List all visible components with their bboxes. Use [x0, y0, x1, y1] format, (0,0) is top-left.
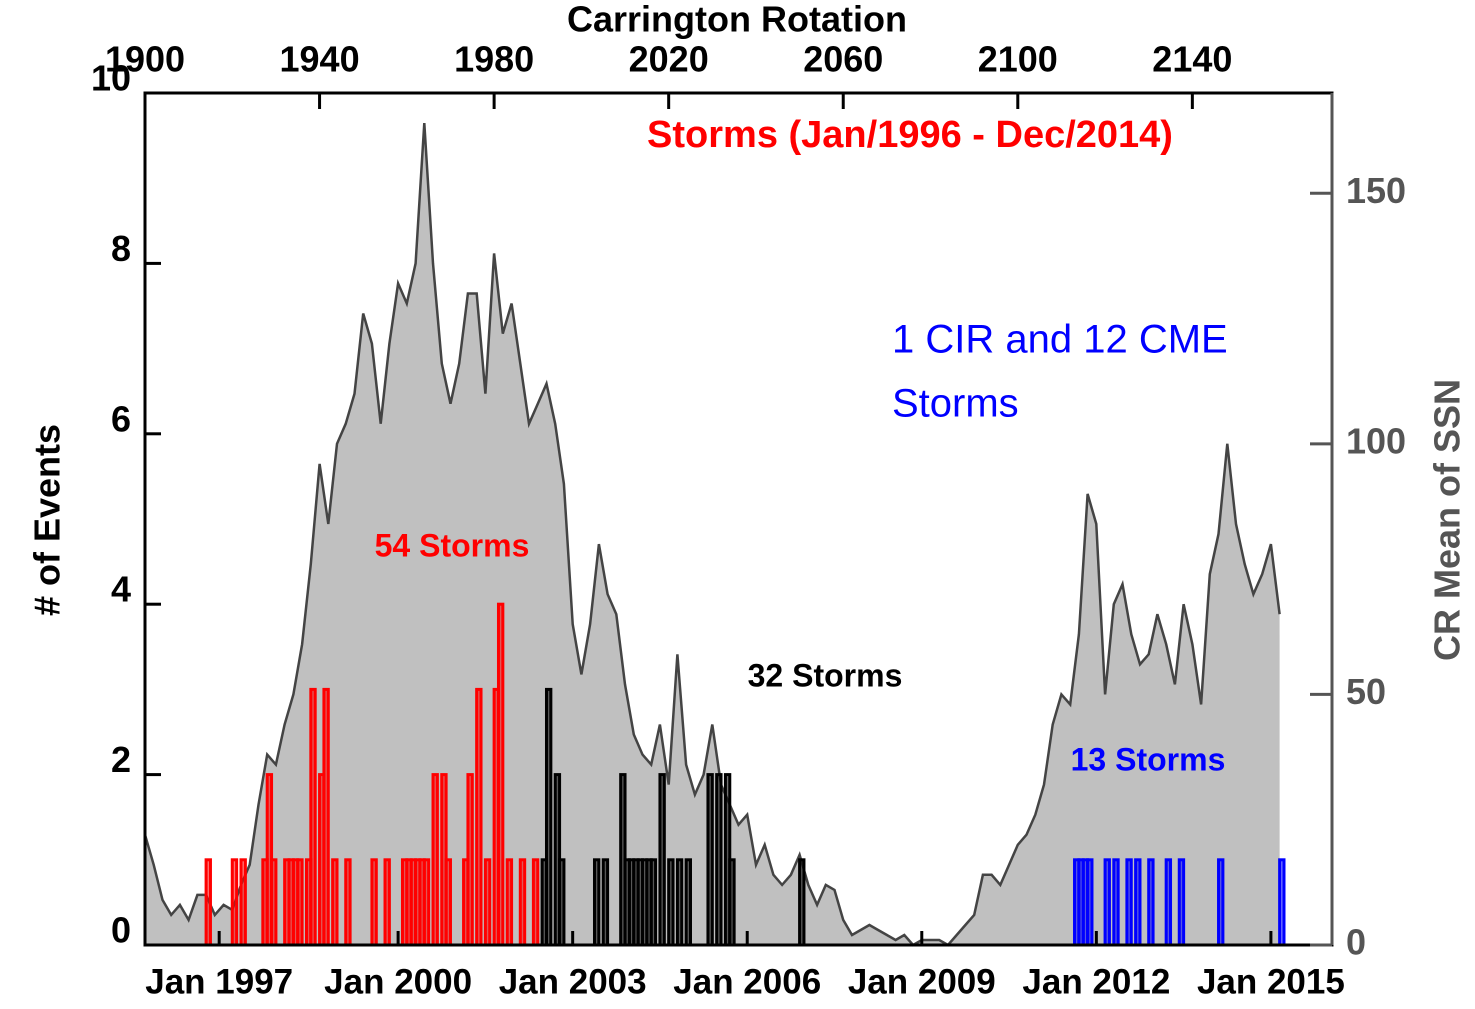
ssn-line: [143, 123, 1281, 947]
chart-title: Storms (Jan/1996 - Dec/2014): [647, 114, 1173, 156]
storm-bar: [475, 687, 483, 947]
y2-tick-label: 50: [1346, 671, 1386, 712]
x-tick-label: 2140: [1152, 39, 1232, 80]
storm-bar: [1103, 858, 1111, 947]
storm-bar: [728, 858, 736, 947]
y2-axis-title: CR Mean of SSN: [1427, 379, 1468, 661]
storm-bar: [649, 858, 658, 947]
storm-bar: [239, 858, 247, 947]
storm-bar: [331, 858, 339, 947]
storm-bar: [296, 858, 304, 947]
annotation: Storms: [892, 382, 1019, 426]
y-tick-label: 8: [111, 228, 131, 269]
storm-bar: [322, 687, 330, 947]
storm-bar: [1086, 858, 1094, 947]
storm-bar: [531, 858, 540, 947]
y-tick-label: 10: [91, 58, 131, 99]
x-tick-label: 2100: [978, 39, 1058, 80]
storm-bar: [309, 687, 317, 947]
plot-area: [143, 123, 1286, 947]
y2-tick-label: 100: [1346, 420, 1406, 461]
x2-tick-label: Jan 2006: [673, 962, 821, 1001]
y2-tick-label: 150: [1346, 170, 1406, 211]
storm-bar: [518, 858, 527, 947]
ssn-area: [145, 123, 1280, 946]
x2-tick-label: Jan 2012: [1022, 962, 1170, 1001]
storm-bar: [667, 858, 675, 947]
y-tick-label: 6: [111, 398, 131, 439]
storm-bar: [230, 858, 239, 947]
storm-bar: [601, 858, 610, 947]
storm-bar: [383, 858, 391, 947]
storm-bar: [798, 858, 806, 947]
x-tick-label: 2060: [803, 39, 883, 80]
storm-bar: [706, 773, 714, 947]
y2-tick-label: 0: [1346, 922, 1366, 963]
storm-bar: [544, 687, 553, 947]
x2-tick-label: Jan 2000: [324, 962, 472, 1001]
y-tick-label: 4: [111, 569, 131, 610]
storm-bar: [1278, 858, 1286, 947]
storm-bar: [431, 773, 439, 947]
series-label: 32 Storms: [748, 657, 903, 693]
storm-bar: [558, 858, 566, 947]
storm-bar: [370, 858, 378, 947]
storm-bar: [675, 858, 684, 947]
x-axis-title: Carrington Rotation: [567, 0, 907, 40]
y-tick-label: 0: [111, 910, 131, 951]
storm-bar: [344, 858, 352, 947]
storm-bar: [715, 773, 723, 947]
storm-bar: [466, 773, 474, 947]
storm-bar: [270, 858, 278, 947]
annotation: 1 CIR and 12 CME: [892, 318, 1228, 362]
storm-bar: [1112, 858, 1120, 947]
x2-tick-label: Jan 1997: [145, 962, 293, 1001]
x2-tick-label: Jan 2003: [499, 962, 647, 1001]
storm-bar: [422, 858, 431, 947]
storm-bar: [684, 858, 692, 947]
storm-bar: [483, 858, 492, 947]
x-tick-label: 1980: [454, 39, 534, 80]
storm-bar: [1177, 858, 1186, 947]
storm-bar: [1134, 858, 1142, 947]
storm-bar: [505, 858, 514, 947]
storm-bar: [1125, 858, 1133, 947]
storm-bar: [592, 858, 601, 947]
y-axis-title: # of Events: [27, 424, 68, 616]
storm-bar: [1217, 858, 1225, 947]
x2-tick-label: Jan 2009: [848, 962, 996, 1001]
x-tick-label: 1940: [280, 39, 360, 80]
x-tick-label: 1900: [105, 39, 185, 80]
y-tick-label: 2: [111, 739, 131, 780]
storm-bar: [1164, 858, 1173, 947]
storm-bar: [1147, 858, 1155, 947]
x-tick-label: 2020: [629, 39, 709, 80]
storm-bar: [444, 858, 452, 947]
storm-bar: [658, 773, 666, 947]
series-label: 54 Storms: [375, 527, 530, 563]
storm-bar: [204, 858, 212, 947]
x2-tick-label: Jan 2015: [1197, 962, 1345, 1001]
series-label: 13 Storms: [1071, 741, 1226, 777]
storm-bar: [496, 602, 505, 947]
